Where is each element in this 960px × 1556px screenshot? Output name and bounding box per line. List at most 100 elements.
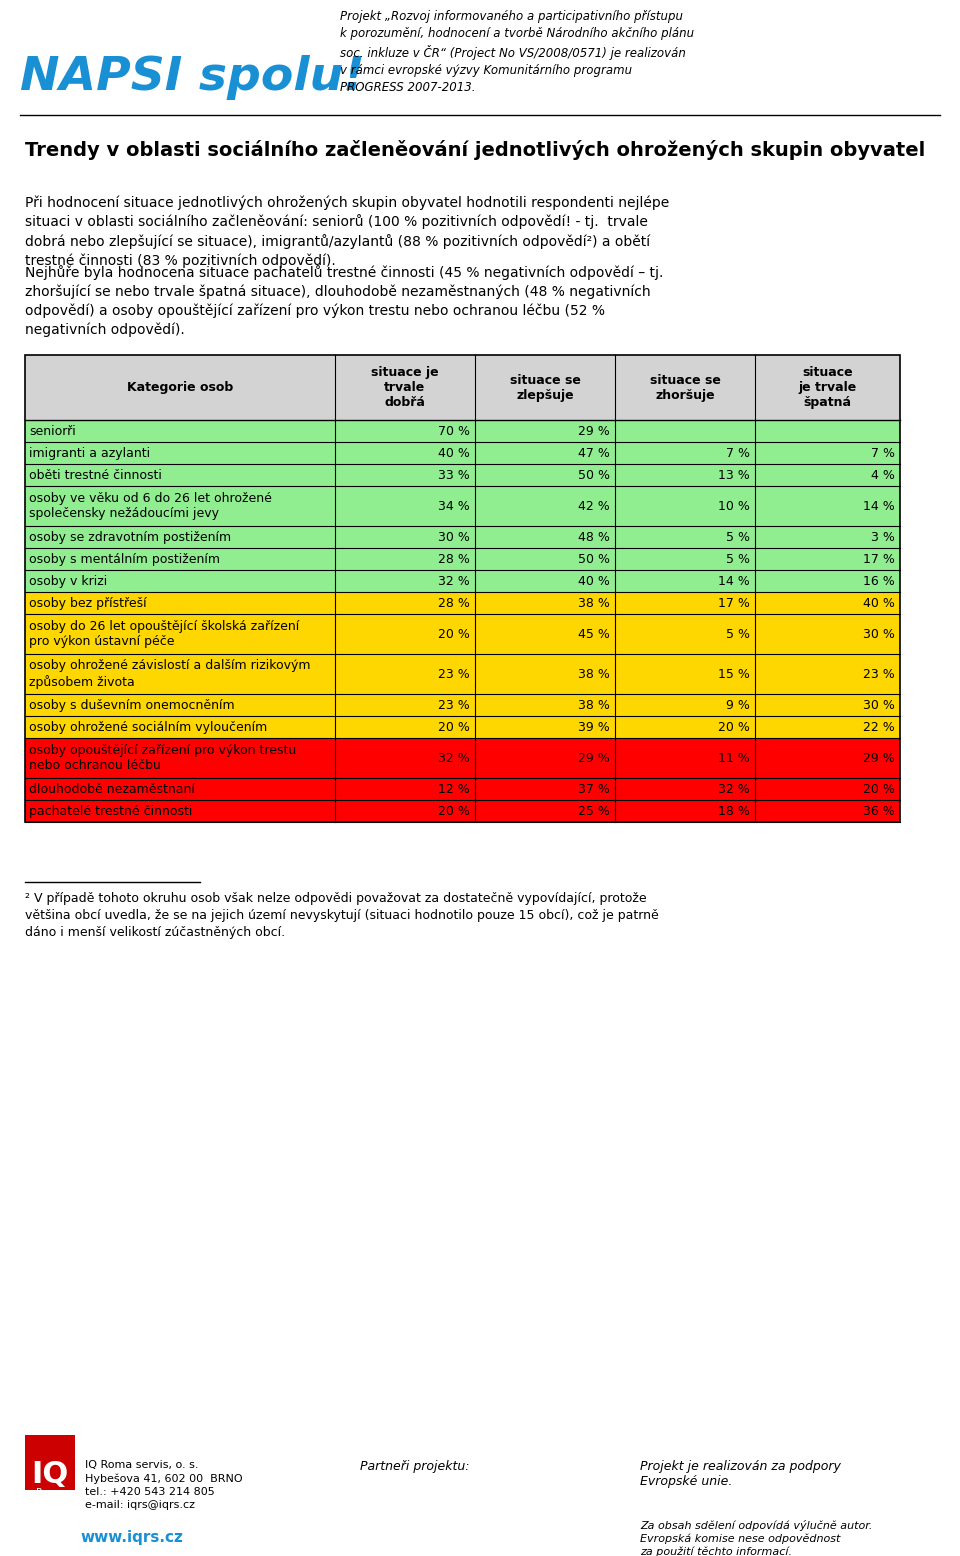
Text: 5 %: 5 %	[726, 552, 750, 565]
Bar	[475, 800, 615, 822]
Text: osoby s duševním onemocněním: osoby s duševním onemocněním	[29, 699, 234, 711]
Text: situace se
zlepšuje: situace se zlepšuje	[510, 373, 581, 401]
Text: 3 %: 3 %	[871, 531, 895, 543]
Bar	[25, 778, 335, 800]
Text: 20 %: 20 %	[438, 720, 470, 733]
Text: seniorři: seniorři	[29, 425, 76, 437]
Bar	[755, 778, 900, 800]
Text: ² V případě tohoto okruhu osob však nelze odpovědi považovat za dostatečně vypov: ² V případě tohoto okruhu osob však nelz…	[25, 892, 659, 938]
Text: 20 %: 20 %	[438, 627, 470, 641]
Bar	[335, 591, 475, 615]
Text: situace
je trvale
špatná: situace je trvale špatná	[799, 366, 856, 409]
Text: 29 %: 29 %	[578, 752, 610, 764]
Bar	[25, 591, 335, 615]
Text: situace se
zhoršuje: situace se zhoršuje	[650, 373, 720, 401]
Bar	[615, 420, 755, 442]
Text: 36 %: 36 %	[863, 804, 895, 817]
Text: 14 %: 14 %	[863, 499, 895, 512]
Bar	[25, 442, 335, 464]
Bar	[25, 738, 335, 778]
Bar	[335, 548, 475, 569]
Bar	[25, 548, 335, 569]
Bar	[25, 615, 335, 654]
Bar	[335, 615, 475, 654]
Bar	[25, 355, 900, 420]
Text: 29 %: 29 %	[863, 752, 895, 764]
Bar	[335, 716, 475, 738]
Text: 12 %: 12 %	[439, 783, 470, 795]
Text: IQ: IQ	[32, 1460, 68, 1489]
Text: 22 %: 22 %	[863, 720, 895, 733]
Bar	[615, 778, 755, 800]
Bar	[475, 615, 615, 654]
Bar	[615, 442, 755, 464]
Text: 20 %: 20 %	[718, 720, 750, 733]
Text: Za obsah sdělení odpovídá výlučně autor.
Evropská komise nese odpovědnost
za pou: Za obsah sdělení odpovídá výlučně autor.…	[640, 1520, 873, 1556]
Text: 45 %: 45 %	[578, 627, 610, 641]
Bar	[615, 526, 755, 548]
Text: 23 %: 23 %	[439, 668, 470, 680]
Text: oběti trestné činnosti: oběti trestné činnosti	[29, 468, 162, 481]
Text: 29 %: 29 %	[578, 425, 610, 437]
Bar	[755, 654, 900, 694]
Bar	[755, 716, 900, 738]
Bar	[475, 420, 615, 442]
Text: 5 %: 5 %	[726, 531, 750, 543]
Text: 28 %: 28 %	[438, 552, 470, 565]
Text: imigranti a azylanti: imigranti a azylanti	[29, 447, 150, 459]
Text: IQ Roma servis, o. s.
Hybešova 41, 602 00  BRNO
tel.: +420 543 214 805
e-mail: i: IQ Roma servis, o. s. Hybešova 41, 602 0…	[85, 1460, 243, 1511]
Bar	[475, 694, 615, 716]
Text: www.iqrs.cz: www.iqrs.cz	[80, 1530, 182, 1545]
Text: osoby ohrožené sociálním vyloučením: osoby ohrožené sociálním vyloučením	[29, 720, 267, 733]
Text: Partneři projektu:: Partneři projektu:	[360, 1460, 469, 1474]
Text: 11 %: 11 %	[718, 752, 750, 764]
Bar	[755, 615, 900, 654]
Bar	[475, 569, 615, 591]
Text: 38 %: 38 %	[578, 699, 610, 711]
Bar	[25, 464, 335, 485]
Text: 70 %: 70 %	[438, 425, 470, 437]
Bar	[475, 778, 615, 800]
Text: osoby ohrožené závislostí a dalším rizikovým
způsobem života: osoby ohrožené závislostí a dalším rizik…	[29, 660, 310, 689]
Text: osoby v krizi: osoby v krizi	[29, 574, 108, 588]
Bar	[755, 591, 900, 615]
Bar	[335, 442, 475, 464]
Bar	[755, 694, 900, 716]
Bar	[475, 485, 615, 526]
Text: 38 %: 38 %	[578, 668, 610, 680]
Text: Trendy v oblasti sociálního začleněování jednotlivých ohrožených skupin obyvatel: Trendy v oblasti sociálního začleněování…	[25, 140, 925, 160]
Bar	[475, 716, 615, 738]
Bar	[615, 569, 755, 591]
Text: 7 %: 7 %	[726, 447, 750, 459]
Bar	[25, 716, 335, 738]
Text: 50 %: 50 %	[578, 552, 610, 565]
Text: 32 %: 32 %	[439, 752, 470, 764]
Bar	[25, 800, 335, 822]
Bar	[755, 548, 900, 569]
Bar	[475, 591, 615, 615]
Text: dlouhodobě nezaměstnaní: dlouhodobě nezaměstnaní	[29, 783, 195, 795]
Text: 23 %: 23 %	[439, 699, 470, 711]
Bar	[615, 694, 755, 716]
Bar	[755, 464, 900, 485]
Text: 5 %: 5 %	[726, 627, 750, 641]
Text: osoby s mentálním postižením: osoby s mentálním postižením	[29, 552, 220, 565]
Text: osoby do 26 let opouštějící školská zařízení
pro výkon ústavní péče: osoby do 26 let opouštějící školská zaří…	[29, 619, 300, 647]
Bar	[615, 716, 755, 738]
Text: 40 %: 40 %	[578, 574, 610, 588]
Bar	[335, 485, 475, 526]
Bar	[615, 800, 755, 822]
Bar	[475, 526, 615, 548]
Text: 33 %: 33 %	[439, 468, 470, 481]
Bar	[335, 569, 475, 591]
Bar	[475, 738, 615, 778]
Text: 15 %: 15 %	[718, 668, 750, 680]
Bar	[335, 738, 475, 778]
Text: situace je
trvale
dobřá: situace je trvale dobřá	[372, 366, 439, 409]
Text: 42 %: 42 %	[578, 499, 610, 512]
Text: Roma
servis: Roma servis	[36, 1488, 64, 1509]
Text: 17 %: 17 %	[718, 596, 750, 610]
Bar	[25, 569, 335, 591]
Text: pachatelé trestné činnosti: pachatelé trestné činnosti	[29, 804, 192, 817]
Text: 40 %: 40 %	[438, 447, 470, 459]
